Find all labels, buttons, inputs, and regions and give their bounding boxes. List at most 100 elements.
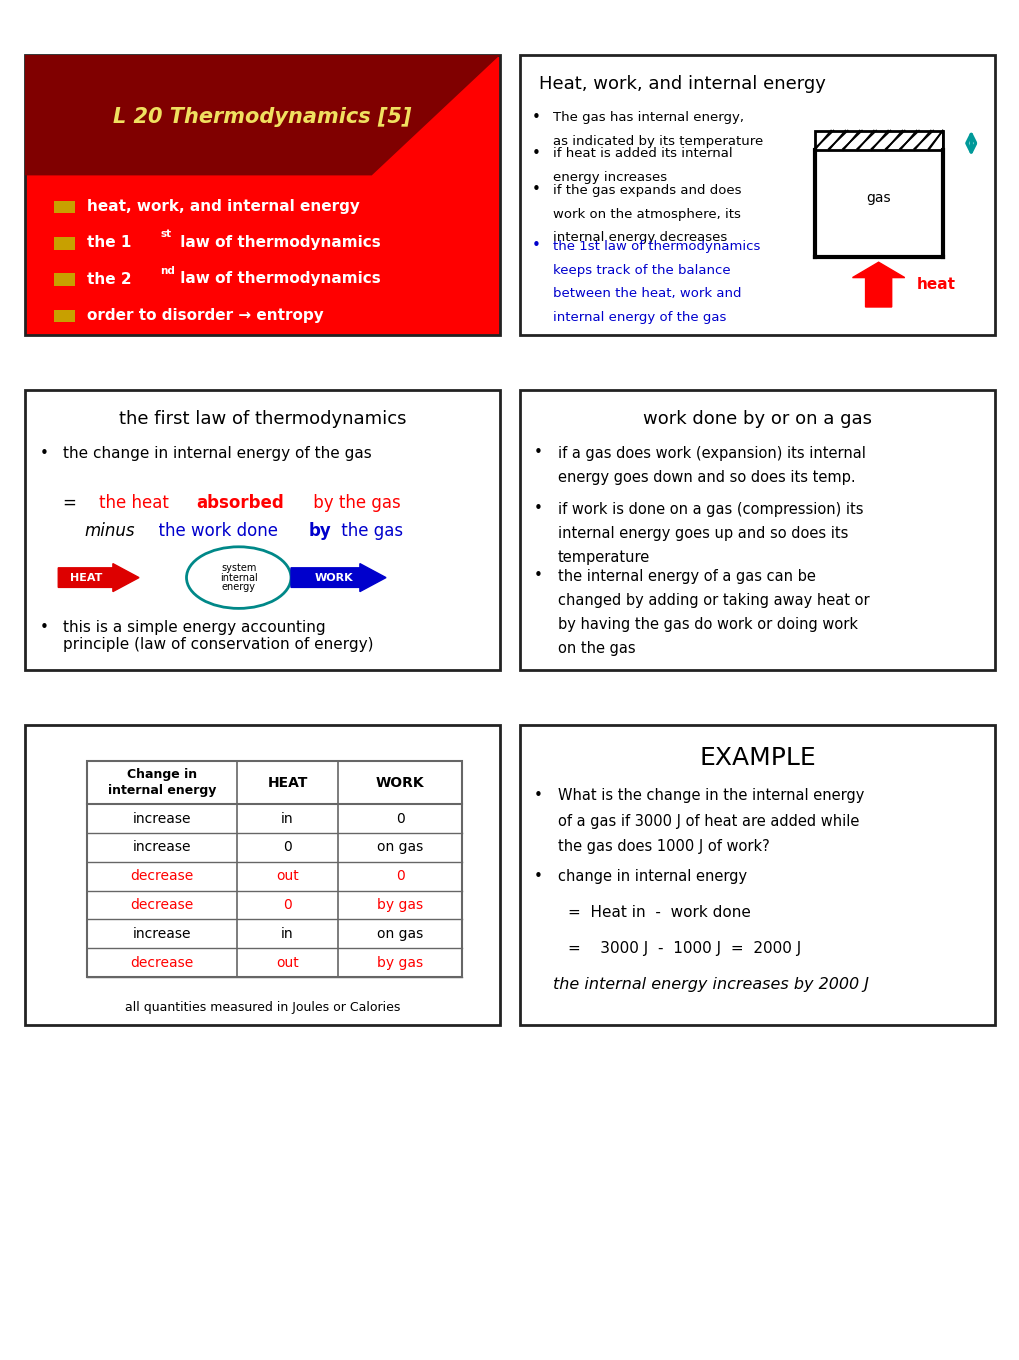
Circle shape <box>186 547 290 608</box>
Text: •: • <box>531 146 540 160</box>
Text: •: • <box>534 787 542 802</box>
Polygon shape <box>25 54 499 175</box>
FancyArrow shape <box>852 262 904 307</box>
Text: internal: internal <box>220 573 258 582</box>
Text: work on the atmosphere, its: work on the atmosphere, its <box>552 208 741 220</box>
Text: the gas does 1000 J of work?: the gas does 1000 J of work? <box>557 839 769 854</box>
Text: law of thermodynamics: law of thermodynamics <box>174 235 380 250</box>
Text: out: out <box>276 956 299 970</box>
Text: •: • <box>531 110 540 125</box>
Text: the first law of thermodynamics: the first law of thermodynamics <box>118 409 406 427</box>
Text: HEAT: HEAT <box>70 573 103 582</box>
Text: the internal energy increases by 2000 J: the internal energy increases by 2000 J <box>552 976 868 991</box>
Text: by gas: by gas <box>377 898 423 913</box>
Text: temperature: temperature <box>557 549 650 564</box>
Text: •: • <box>534 568 542 583</box>
Text: heat: heat <box>916 277 955 292</box>
Text: =    3000 J  -  1000 J  =  2000 J: = 3000 J - 1000 J = 2000 J <box>567 941 800 956</box>
Text: the internal energy of a gas can be: the internal energy of a gas can be <box>557 570 815 585</box>
Text: 0: 0 <box>395 812 405 826</box>
Text: •: • <box>534 445 542 460</box>
Text: increase: increase <box>132 926 191 941</box>
Text: •: • <box>531 238 540 253</box>
Text: internal energy of the gas: internal energy of the gas <box>552 311 726 324</box>
Text: internal energy decreases: internal energy decreases <box>552 231 727 245</box>
Text: The gas has internal energy,: The gas has internal energy, <box>552 112 744 124</box>
Bar <box>53 237 74 250</box>
Text: the change in internal energy of the gas: the change in internal energy of the gas <box>63 446 371 461</box>
Text: HEAT: HEAT <box>267 775 308 790</box>
Text: in: in <box>281 926 293 941</box>
FancyArrow shape <box>58 563 139 592</box>
Text: work done by or on a gas: work done by or on a gas <box>642 409 871 427</box>
Text: the 2: the 2 <box>87 272 131 287</box>
Text: gas: gas <box>865 190 890 205</box>
Text: heat, work, and internal energy: heat, work, and internal energy <box>87 199 360 214</box>
Text: on the gas: on the gas <box>557 641 635 656</box>
Text: energy: energy <box>221 582 256 593</box>
Text: •: • <box>531 182 540 197</box>
Text: changed by adding or taking away heat or: changed by adding or taking away heat or <box>557 593 869 608</box>
Text: if work is done on a gas (compression) its: if work is done on a gas (compression) i… <box>557 502 863 517</box>
Text: keeps track of the balance: keeps track of the balance <box>552 264 731 276</box>
Text: Change in
internal energy: Change in internal energy <box>108 768 216 797</box>
Text: the gas: the gas <box>336 522 403 540</box>
Text: •: • <box>534 500 542 515</box>
Text: EXAMPLE: EXAMPLE <box>698 747 815 770</box>
Text: minus: minus <box>85 522 135 540</box>
Text: out: out <box>276 869 299 883</box>
Text: WORK: WORK <box>314 573 353 582</box>
Text: on gas: on gas <box>377 840 423 854</box>
Text: increase: increase <box>132 840 191 854</box>
Text: all quantities measured in Joules or Calories: all quantities measured in Joules or Cal… <box>124 1001 399 1013</box>
Text: this is a simple energy accounting
principle (law of conservation of energy): this is a simple energy accounting princ… <box>63 620 373 651</box>
Text: internal energy goes up and so does its: internal energy goes up and so does its <box>557 526 848 541</box>
Bar <box>53 273 74 286</box>
Text: system: system <box>221 563 256 573</box>
Text: if heat is added its internal: if heat is added its internal <box>552 147 733 160</box>
Text: the 1: the 1 <box>87 235 131 250</box>
Text: What is the change in the internal energy: What is the change in the internal energ… <box>557 787 863 802</box>
Text: the 1st law of thermodynamics: the 1st law of thermodynamics <box>552 239 760 253</box>
Bar <box>87 762 462 976</box>
FancyArrow shape <box>290 563 385 592</box>
Text: decrease: decrease <box>130 898 194 913</box>
Text: Heat, work, and internal energy: Heat, work, and internal energy <box>538 75 825 92</box>
Bar <box>814 131 942 150</box>
Text: =: = <box>63 494 88 511</box>
Text: by gas: by gas <box>377 956 423 970</box>
Text: st: st <box>160 230 171 239</box>
Text: •: • <box>39 620 48 635</box>
Text: by: by <box>309 522 331 540</box>
Text: if the gas expands and does: if the gas expands and does <box>552 184 741 197</box>
Bar <box>53 201 74 214</box>
Text: 0: 0 <box>283 840 291 854</box>
Text: change in internal energy: change in internal energy <box>557 869 746 884</box>
Text: nd: nd <box>160 265 175 276</box>
Text: if a gas does work (expansion) its internal: if a gas does work (expansion) its inter… <box>557 446 865 461</box>
Text: as indicated by its temperature: as indicated by its temperature <box>552 135 763 148</box>
Text: •: • <box>534 869 542 884</box>
Text: law of thermodynamics: law of thermodynamics <box>174 272 380 287</box>
Text: the work done: the work done <box>149 522 283 540</box>
Text: between the heat, work and: between the heat, work and <box>552 287 741 301</box>
Text: energy goes down and so does its temp.: energy goes down and so does its temp. <box>557 469 855 484</box>
Text: WORK: WORK <box>375 775 424 790</box>
Text: •: • <box>39 446 48 461</box>
Text: absorbed: absorbed <box>196 494 283 511</box>
Text: decrease: decrease <box>130 956 194 970</box>
Text: L 20 Thermodynamics [5]: L 20 Thermodynamics [5] <box>113 106 412 126</box>
Bar <box>53 310 74 322</box>
Text: by the gas: by the gas <box>308 494 400 511</box>
Text: of a gas if 3000 J of heat are added while: of a gas if 3000 J of heat are added whi… <box>557 813 859 828</box>
Text: energy increases: energy increases <box>552 171 666 184</box>
Text: the heat: the heat <box>99 494 173 511</box>
Text: 0: 0 <box>395 869 405 883</box>
Text: order to disorder → entropy: order to disorder → entropy <box>87 307 323 322</box>
Text: increase: increase <box>132 812 191 826</box>
Text: on gas: on gas <box>377 926 423 941</box>
Text: 0: 0 <box>283 898 291 913</box>
Text: in: in <box>281 812 293 826</box>
Text: by having the gas do work or doing work: by having the gas do work or doing work <box>557 617 857 632</box>
Text: decrease: decrease <box>130 869 194 883</box>
